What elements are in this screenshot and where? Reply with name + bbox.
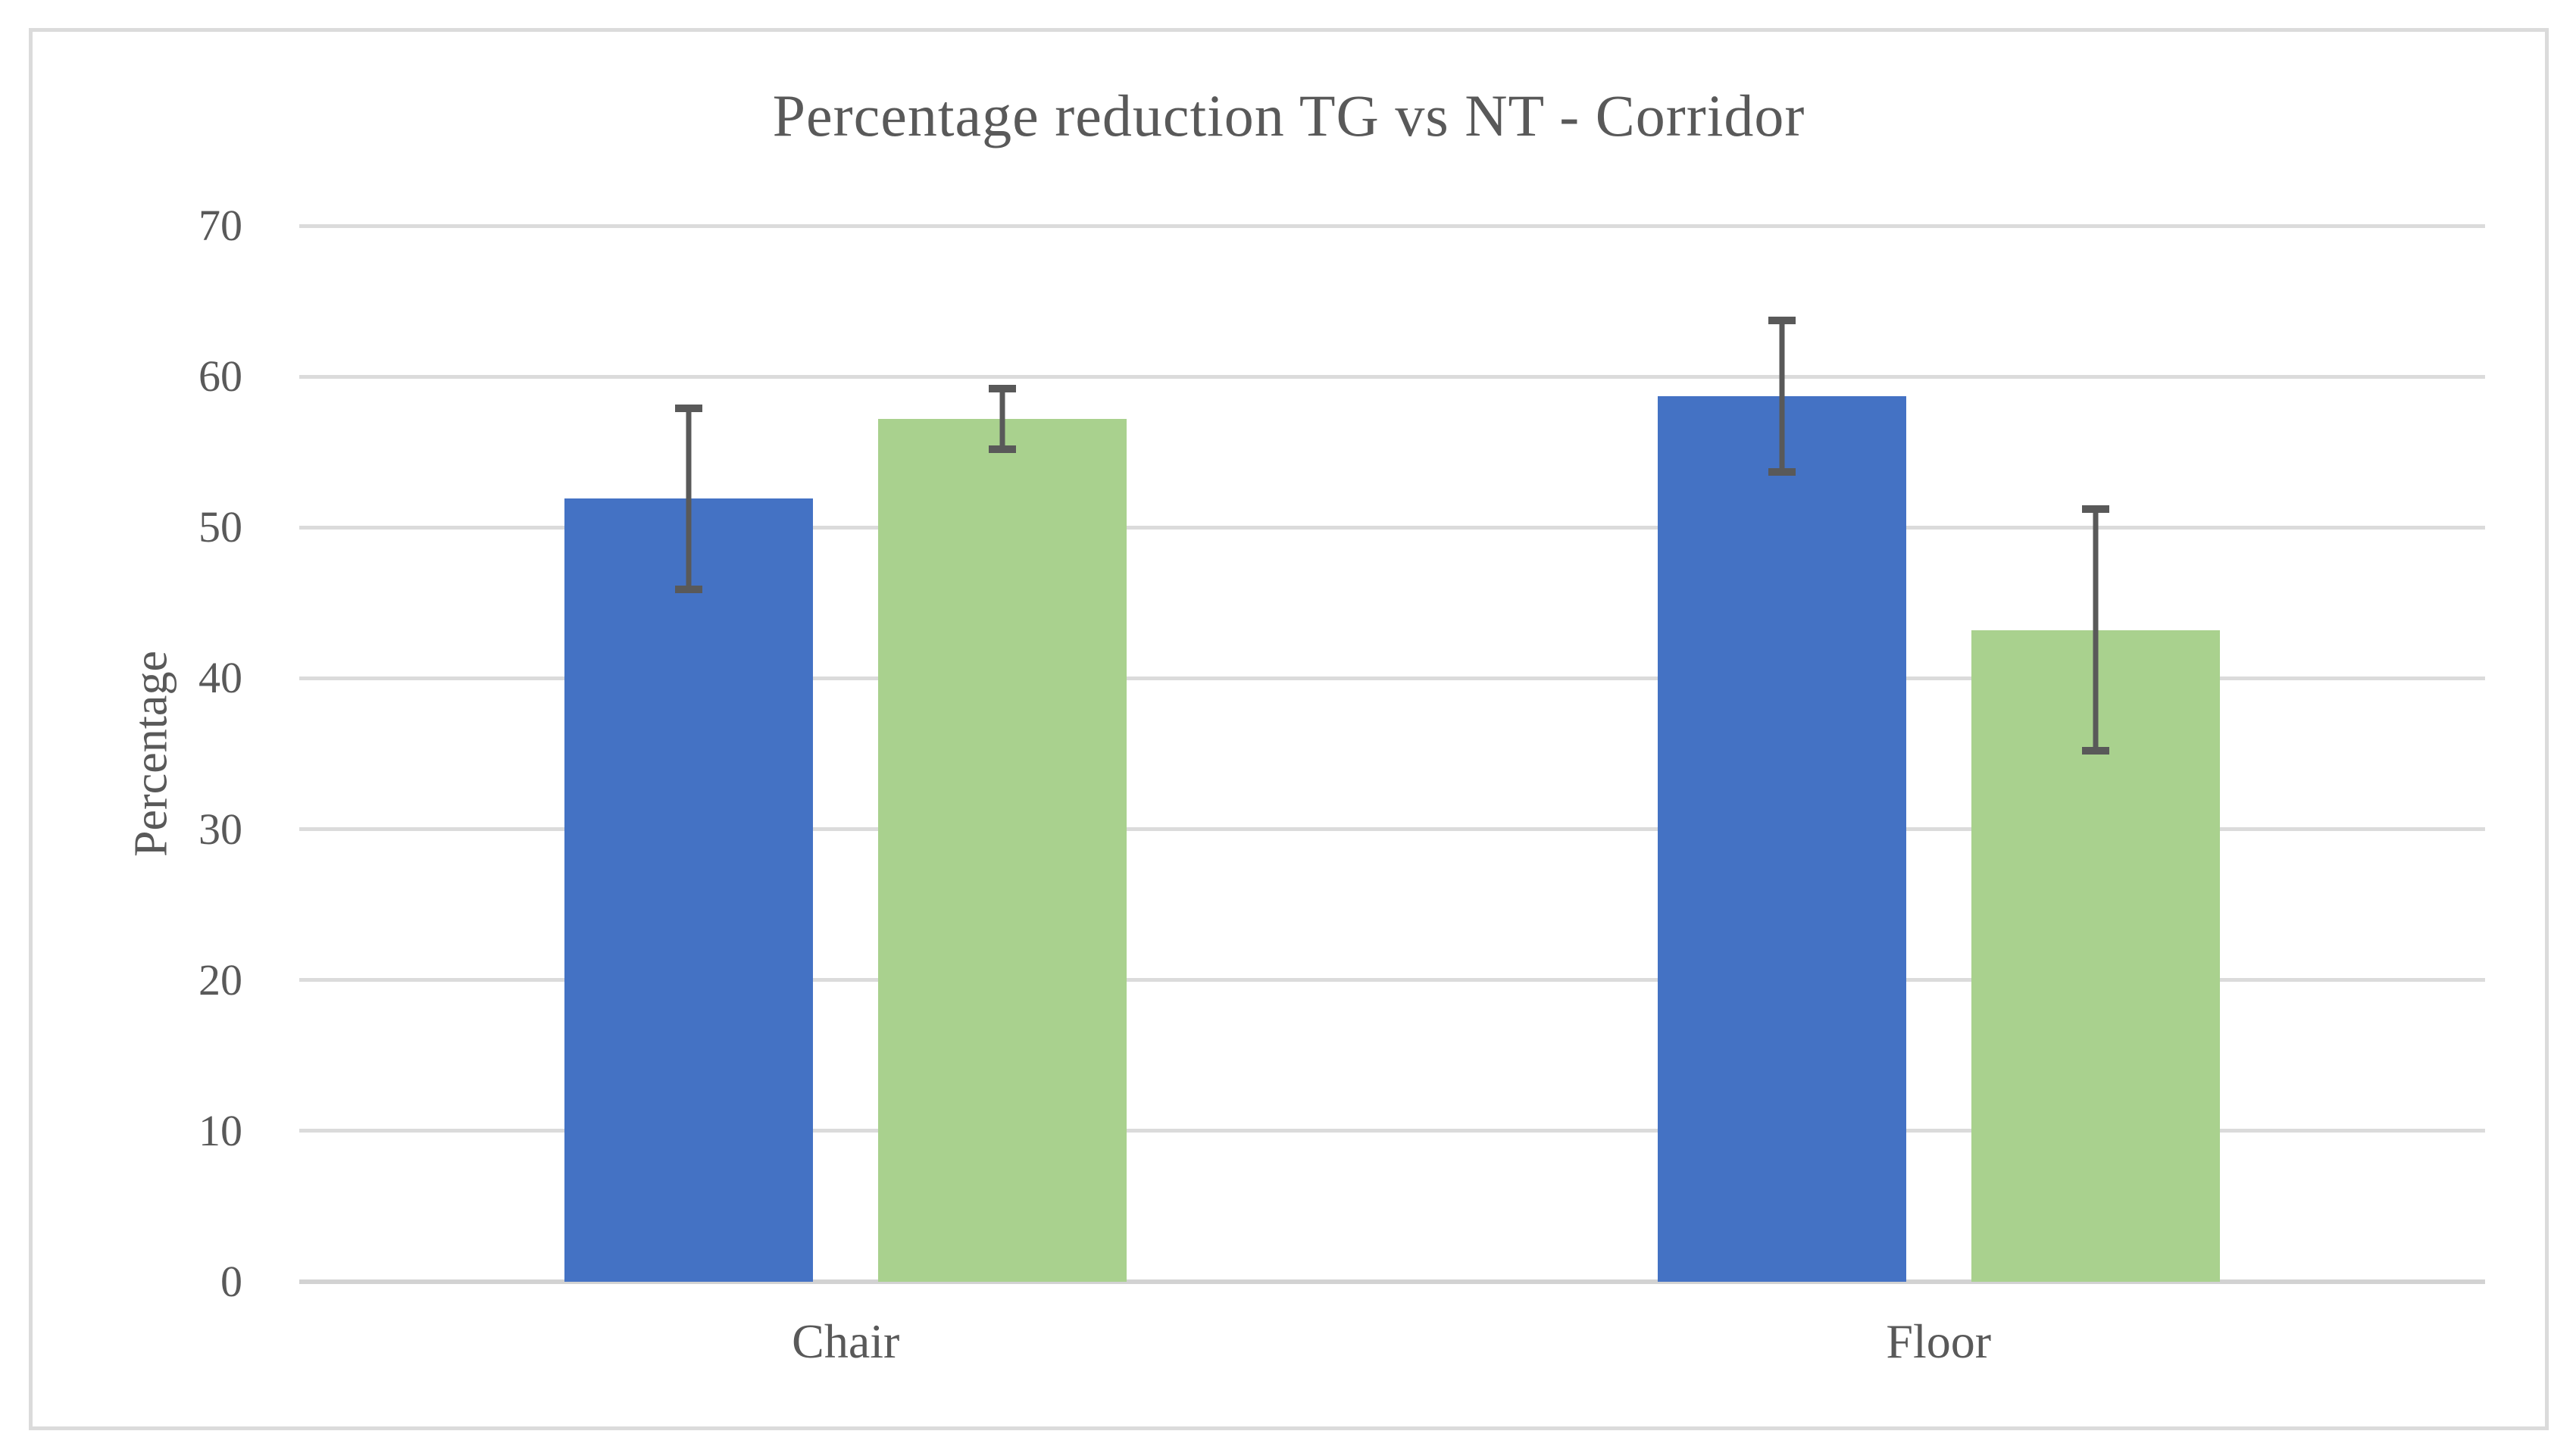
gridline xyxy=(299,827,2485,832)
error-bar-cap-bottom xyxy=(675,585,703,593)
y-tick-label: 60 xyxy=(199,352,242,401)
error-bar-line xyxy=(2093,509,2099,751)
error-bar-cap-top xyxy=(675,404,703,412)
gridline xyxy=(299,525,2485,530)
x-category-label: Chair xyxy=(792,1314,900,1368)
error-bar-line xyxy=(999,389,1005,449)
error-bar xyxy=(2081,505,2109,755)
error-bar-cap-top xyxy=(1768,317,1796,325)
gridline xyxy=(299,978,2485,983)
error-bar-cap-bottom xyxy=(2081,747,2109,755)
bar xyxy=(564,498,814,1282)
error-bar xyxy=(675,404,703,593)
error-bar-cap-bottom xyxy=(1768,467,1796,476)
error-bar-line xyxy=(686,408,692,589)
error-bar xyxy=(989,385,1017,453)
error-bar xyxy=(1768,317,1796,476)
error-bar-line xyxy=(1779,320,1785,472)
y-tick-label: 10 xyxy=(199,1105,242,1155)
gridline xyxy=(299,374,2485,379)
y-tick-label: 70 xyxy=(199,201,242,250)
y-tick-label: 30 xyxy=(199,804,242,854)
plot-area: 0 10 20 30 40 50 60 70 Chair Floor xyxy=(199,204,2485,1368)
x-category-label: Floor xyxy=(1886,1314,1992,1368)
bar xyxy=(1657,396,1906,1282)
error-bar-cap-top xyxy=(2081,505,2109,514)
bar xyxy=(878,418,1127,1282)
y-tick-label: 40 xyxy=(199,653,242,703)
y-tick-label: 20 xyxy=(199,955,242,1005)
gridline xyxy=(299,676,2485,680)
y-tick-label: 0 xyxy=(220,1257,242,1306)
error-bar-cap-bottom xyxy=(989,445,1017,453)
gridline xyxy=(299,1129,2485,1133)
chart-title: Percentage reduction TG vs NT - Corridor xyxy=(772,83,1805,148)
error-bar-cap-top xyxy=(989,385,1017,393)
y-tick-label: 50 xyxy=(199,502,242,552)
x-axis-line xyxy=(299,1279,2485,1284)
gridline xyxy=(299,223,2485,228)
